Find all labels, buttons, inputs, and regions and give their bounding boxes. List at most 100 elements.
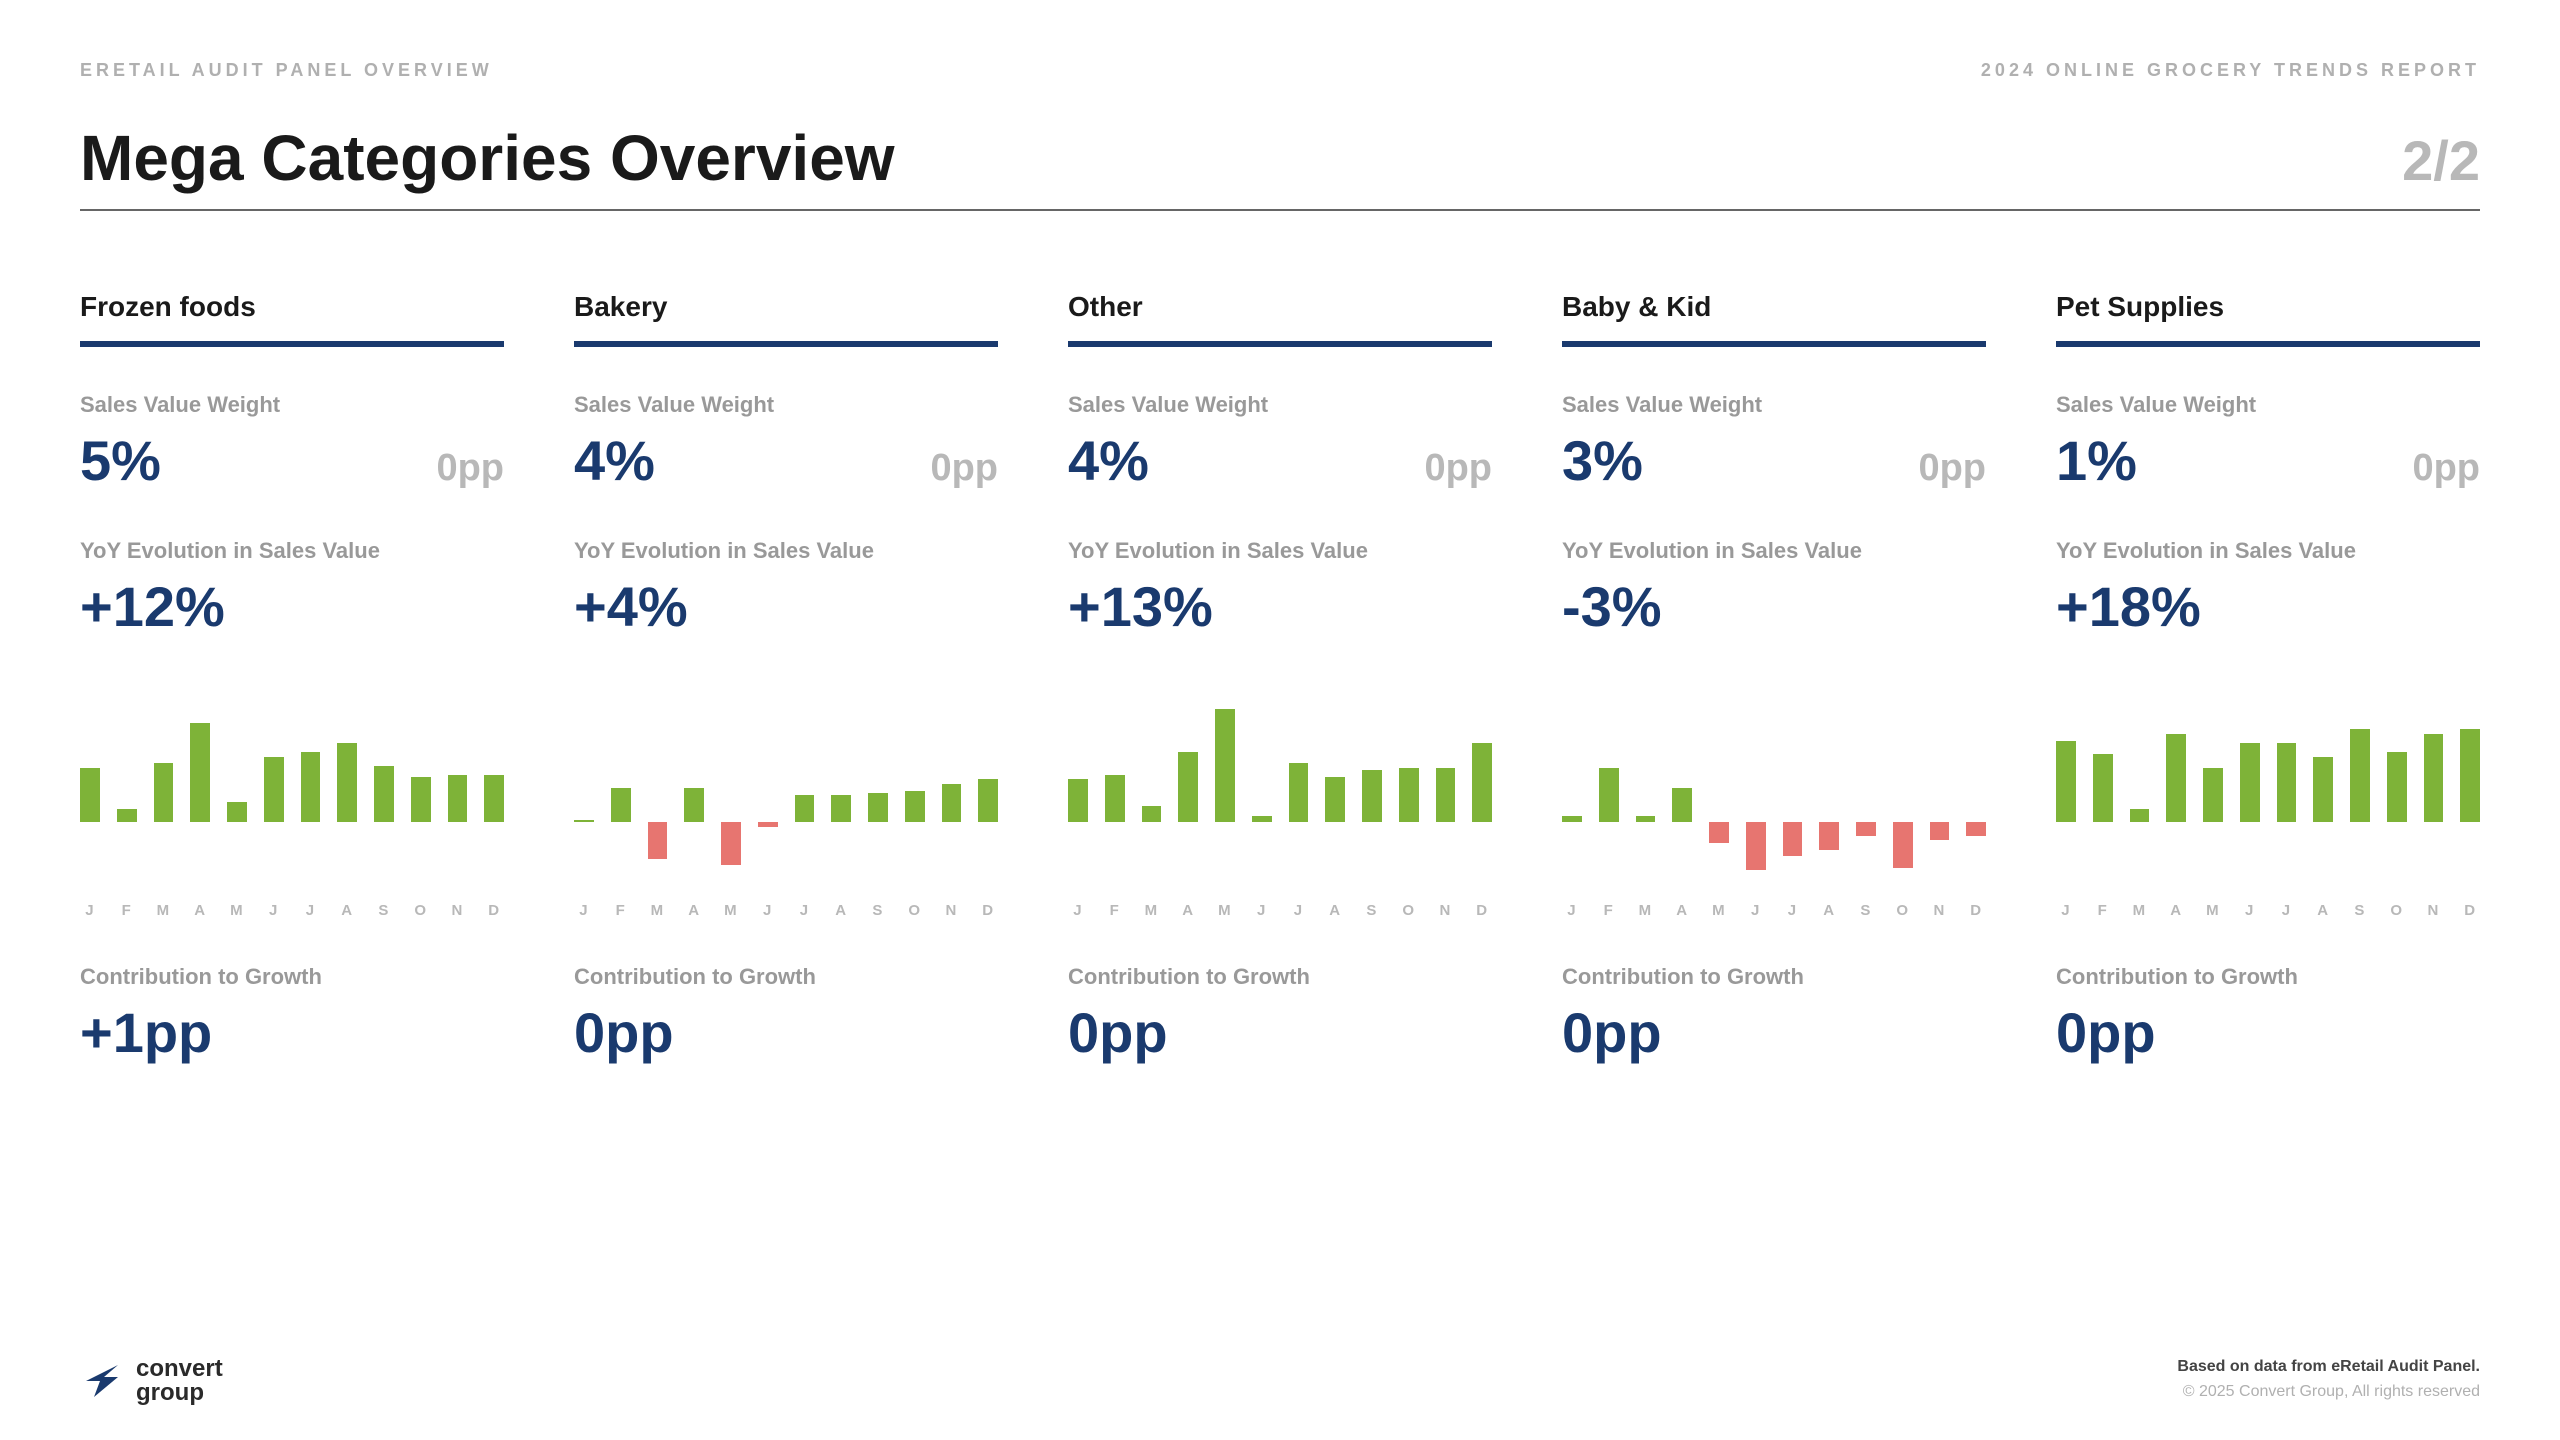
bar-wrap (684, 709, 704, 879)
logo: convert group (80, 1357, 223, 1405)
bar-wrap (978, 709, 998, 879)
month-label: O (905, 902, 925, 919)
header-left: ERETAIL AUDIT PANEL OVERVIEW (80, 60, 493, 81)
bar (2203, 768, 2223, 822)
svw-value: 4% (574, 428, 655, 493)
month-label: M (1215, 902, 1235, 919)
bar-wrap (117, 709, 137, 879)
month-label: F (2093, 902, 2113, 919)
bar (2166, 734, 2186, 822)
month-label: J (2240, 902, 2260, 919)
bar-wrap (1068, 709, 1088, 879)
bar-wrap (448, 709, 468, 879)
bar-wrap (227, 709, 247, 879)
ctg-label: Contribution to Growth (2056, 964, 2480, 990)
bar-wrap (1672, 709, 1692, 879)
bar-wrap (1436, 709, 1456, 879)
bar (2350, 729, 2370, 822)
bar (1289, 763, 1309, 822)
yoy-label: YoY Evolution in Sales Value (2056, 538, 2480, 564)
page-title: Mega Categories Overview (80, 121, 895, 195)
bar (2387, 752, 2407, 822)
svw-row: 4%0pp (1068, 428, 1492, 493)
bar-wrap (574, 709, 594, 879)
bar-wrap (2166, 709, 2186, 879)
month-label: F (117, 902, 137, 919)
bar (611, 788, 631, 822)
bar (374, 766, 394, 823)
category-column: OtherSales Value Weight4%0ppYoY Evolutio… (1068, 291, 1492, 1065)
bar (684, 788, 704, 822)
bar-wrap (2387, 709, 2407, 879)
svw-row: 4%0pp (574, 428, 998, 493)
month-labels: JFMAMJJASOND (1562, 902, 1986, 919)
bar (831, 795, 851, 822)
bar (758, 822, 778, 827)
svw-row: 1%0pp (2056, 428, 2480, 493)
bar-wrap (190, 709, 210, 879)
month-label: J (1783, 902, 1803, 919)
bar (1893, 822, 1913, 867)
bar (1709, 822, 1729, 842)
month-label: J (758, 902, 778, 919)
month-label: J (2056, 902, 2076, 919)
month-label: A (190, 902, 210, 919)
svw-delta: 0pp (436, 447, 504, 490)
logo-text-2: group (136, 1381, 223, 1405)
bar-wrap (831, 709, 851, 879)
bar (1856, 822, 1876, 836)
month-label: O (1893, 902, 1913, 919)
month-label: O (1399, 902, 1419, 919)
month-label: A (1325, 902, 1345, 919)
bar-wrap (2203, 709, 2223, 879)
bar (1068, 779, 1088, 822)
bar (868, 793, 888, 822)
chart-bars (2056, 709, 2480, 879)
ctg-label: Contribution to Growth (574, 964, 998, 990)
month-label: J (1746, 902, 1766, 919)
month-label: N (942, 902, 962, 919)
month-label: M (1142, 902, 1162, 919)
chart-bars (80, 709, 504, 879)
svw-label: Sales Value Weight (574, 392, 998, 418)
ctg-value: +1pp (80, 1000, 504, 1065)
month-label: M (2130, 902, 2150, 919)
month-label: J (2277, 902, 2297, 919)
bar-wrap (1325, 709, 1345, 879)
bar-wrap (868, 709, 888, 879)
month-label: A (2313, 902, 2333, 919)
bar (1325, 777, 1345, 822)
yoy-label: YoY Evolution in Sales Value (1562, 538, 1986, 564)
bar-wrap (1893, 709, 1913, 879)
yoy-value: +18% (2056, 574, 2480, 639)
svw-row: 3%0pp (1562, 428, 1986, 493)
bar (1599, 768, 1619, 822)
svw-delta: 0pp (1918, 447, 1986, 490)
month-label: D (2460, 902, 2480, 919)
bar-wrap (337, 709, 357, 879)
yoy-value: +4% (574, 574, 998, 639)
ctg-value: 0pp (2056, 1000, 2480, 1065)
svw-delta: 0pp (2412, 447, 2480, 490)
bar (1472, 743, 1492, 822)
category-column: Frozen foodsSales Value Weight5%0ppYoY E… (80, 291, 504, 1065)
month-label: S (1856, 902, 1876, 919)
month-label: M (227, 902, 247, 919)
month-label: M (648, 902, 668, 919)
month-label: S (868, 902, 888, 919)
bar (1562, 816, 1582, 823)
bar-wrap (2240, 709, 2260, 879)
month-label: N (1930, 902, 1950, 919)
month-label: D (1472, 902, 1492, 919)
bar (1252, 816, 1272, 823)
month-label: F (1105, 902, 1125, 919)
bar (721, 822, 741, 865)
category-title: Bakery (574, 291, 998, 347)
bar-wrap (1966, 709, 1986, 879)
bar (1672, 788, 1692, 822)
bar-wrap (2350, 709, 2370, 879)
category-column: BakerySales Value Weight4%0ppYoY Evoluti… (574, 291, 998, 1065)
bar-wrap (484, 709, 504, 879)
bar-wrap (1252, 709, 1272, 879)
bar (978, 779, 998, 822)
